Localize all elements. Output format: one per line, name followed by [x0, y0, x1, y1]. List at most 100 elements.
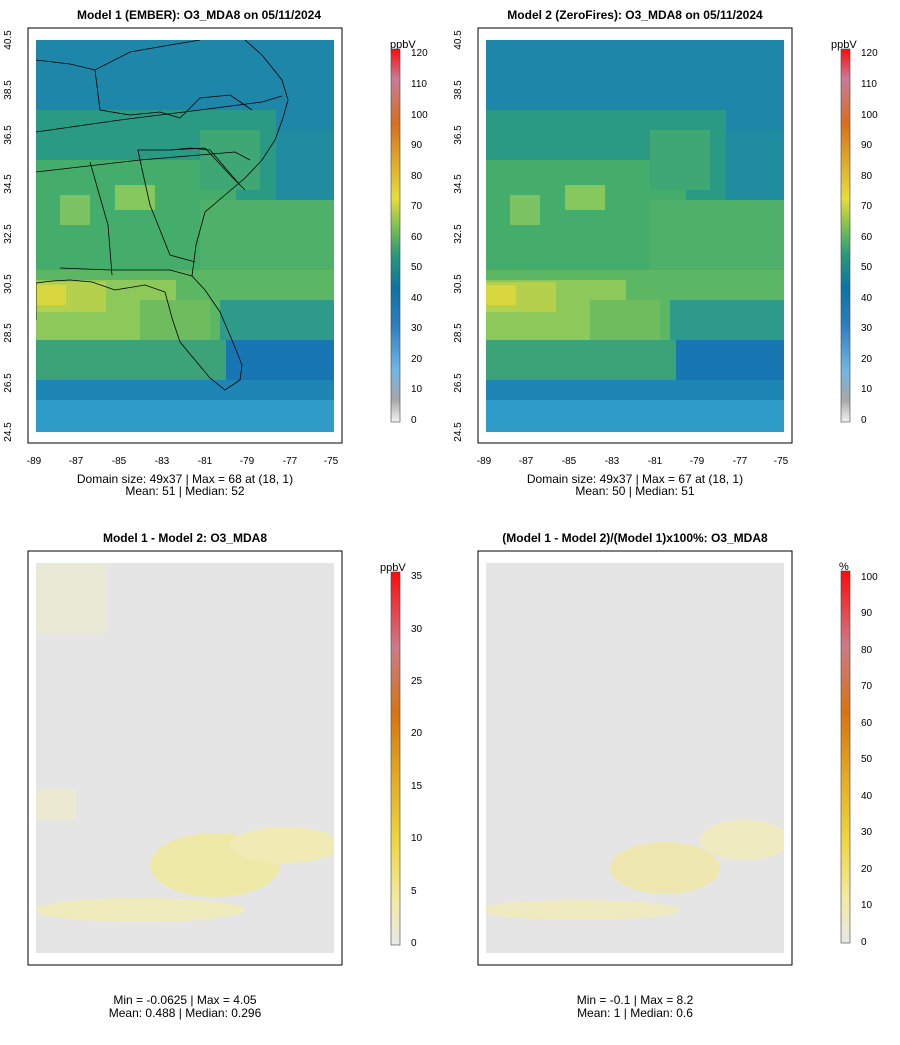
y-tick: 26.5 — [453, 373, 464, 393]
cb-tick: 100 — [411, 110, 428, 121]
difference-field — [36, 563, 334, 953]
cb-tick: 10 — [861, 384, 873, 395]
y-tick-labels: 40.5 38.5 36.5 34.5 32.5 30.5 28.5 26.5 … — [3, 30, 14, 442]
y-tick: 28.5 — [3, 323, 14, 343]
colorbar-unit: % — [839, 561, 849, 573]
cb-tick: 0 — [861, 937, 867, 948]
y-tick: 36.5 — [3, 125, 14, 145]
cb-tick: 15 — [411, 781, 423, 792]
y-tick-labels: 40.5 38.5 36.5 34.5 32.5 30.5 28.5 26.5 … — [453, 30, 464, 442]
colorbar-unit: ppbV — [380, 562, 406, 574]
cb-tick: 40 — [861, 791, 873, 802]
cb-tick: 50 — [861, 262, 873, 273]
cb-tick: 90 — [861, 608, 873, 619]
cb-tick: 60 — [861, 232, 873, 243]
y-tick: 30.5 — [453, 274, 464, 294]
cb-tick: 25 — [411, 676, 423, 687]
y-tick: 36.5 — [453, 125, 464, 145]
cb-tick: 110 — [861, 79, 877, 90]
cb-tick: 100 — [861, 572, 878, 583]
stats-line-1: Min = -0.0625 | Max = 4.05 — [113, 993, 257, 1007]
cb-tick: 10 — [411, 833, 423, 844]
cb-tick: 100 — [861, 110, 878, 121]
cb-tick: 80 — [411, 171, 423, 182]
colorbar: ppbV 35 30 25 20 15 10 5 0 — [380, 562, 423, 949]
x-tick: -85 — [562, 456, 577, 467]
y-axis: 40.5 38.5 36.5 34.5 32.5 30.5 28.5 26.5 … — [3, 30, 29, 442]
cb-tick: 70 — [411, 201, 423, 212]
cb-tick: 5 — [411, 886, 417, 897]
x-tick: -89 — [27, 456, 42, 467]
colorbar: % 100 90 80 70 60 50 40 30 20 10 0 — [839, 561, 878, 948]
colorbar-ticks: 120 110 100 90 80 70 60 50 40 30 20 10 0 — [411, 48, 428, 426]
cb-tick: 10 — [861, 900, 873, 911]
cb-tick: 60 — [411, 232, 423, 243]
colorbar-ticks: 100 90 80 70 60 50 40 30 20 10 0 — [861, 572, 878, 948]
x-tick: -83 — [155, 456, 170, 467]
cb-tick: 0 — [411, 938, 417, 949]
x-tick: -89 — [477, 456, 492, 467]
cb-tick: 30 — [411, 624, 423, 635]
panel-title: (Model 1 - Model 2)/(Model 1)x100%: O3_M… — [502, 531, 768, 545]
panel-title: Model 1 (EMBER): O3_MDA8 on 05/11/2024 — [77, 8, 321, 22]
cb-tick: 80 — [861, 171, 873, 182]
cb-tick: 20 — [411, 728, 423, 739]
cb-tick: 70 — [861, 681, 873, 692]
x-tick: -81 — [648, 456, 663, 467]
panel-difference: Model 1 - Model 2: O3_MDA8 Min = -0.0625… — [27, 531, 423, 1020]
panel-title: Model 1 - Model 2: O3_MDA8 — [103, 531, 267, 545]
cb-tick: 120 — [411, 48, 428, 59]
plot-frame — [27, 550, 343, 966]
stats-line-2: Mean: 1 | Median: 0.6 — [577, 1006, 693, 1020]
panel-model1: Model 1 (EMBER): O3_MDA8 on 05/11/2024 — [3, 8, 428, 498]
colorbar-gradient — [390, 571, 401, 946]
x-tick-labels: -89 -87 -85 -83 -81 -79 -77 -75 — [477, 456, 789, 467]
panel-title: Model 2 (ZeroFires): O3_MDA8 on 05/11/20… — [507, 8, 763, 22]
x-tick-labels: -89 -87 -85 -83 -81 -79 -77 -75 — [27, 456, 339, 467]
plot-frame — [477, 550, 793, 966]
y-tick: 34.5 — [453, 174, 464, 194]
x-tick: -79 — [240, 456, 255, 467]
y-tick: 38.5 — [453, 80, 464, 100]
stats-line-2: Mean: 51 | Median: 52 — [125, 484, 245, 498]
x-tick: -77 — [283, 456, 298, 467]
colorbar-unit: ppbV — [390, 39, 416, 51]
cb-tick: 120 — [861, 48, 878, 59]
stats-line-1: Domain size: 49x37 | Max = 68 at (18, 1) — [77, 472, 293, 486]
y-tick: 24.5 — [453, 422, 464, 442]
cb-tick: 0 — [861, 415, 867, 426]
cb-tick: 50 — [861, 754, 873, 765]
stats-line-2: Mean: 50 | Median: 51 — [575, 484, 695, 498]
x-tick: -75 — [774, 456, 789, 467]
cb-tick: 20 — [861, 354, 873, 365]
ozone-field — [36, 40, 334, 432]
x-tick: -77 — [733, 456, 748, 467]
stats-line-2: Mean: 0.488 | Median: 0.296 — [109, 1006, 262, 1020]
x-tick: -87 — [69, 456, 84, 467]
y-tick: 24.5 — [3, 422, 14, 442]
y-tick: 34.5 — [3, 174, 14, 194]
colorbar-ticks: 35 30 25 20 15 10 5 0 — [411, 571, 423, 949]
percent-field — [486, 563, 784, 953]
colorbar-ticks: 120 110 100 90 80 70 60 50 40 30 20 10 0 — [861, 48, 878, 426]
y-tick: 40.5 — [453, 30, 464, 50]
panel-percent: (Model 1 - Model 2)/(Model 1)x100%: O3_M… — [477, 531, 878, 1020]
cb-tick: 50 — [411, 262, 423, 273]
colorbar-gradient — [840, 570, 851, 944]
colorbar-gradient — [840, 48, 851, 423]
cb-tick: 30 — [861, 827, 873, 838]
y-tick: 38.5 — [3, 80, 14, 100]
y-tick: 28.5 — [453, 323, 464, 343]
y-axis: 40.5 38.5 36.5 34.5 32.5 30.5 28.5 26.5 … — [453, 30, 479, 442]
y-tick: 30.5 — [3, 274, 14, 294]
x-tick: -75 — [324, 456, 339, 467]
x-tick: -87 — [519, 456, 534, 467]
y-tick: 40.5 — [3, 30, 14, 50]
colorbar: ppbV 120 110 100 90 80 70 60 50 40 30 20… — [831, 39, 878, 426]
cb-tick: 0 — [411, 415, 417, 426]
cb-tick: 30 — [411, 323, 423, 334]
cb-tick: 70 — [861, 201, 873, 212]
y-tick: 26.5 — [3, 373, 14, 393]
y-tick: 32.5 — [3, 224, 14, 244]
